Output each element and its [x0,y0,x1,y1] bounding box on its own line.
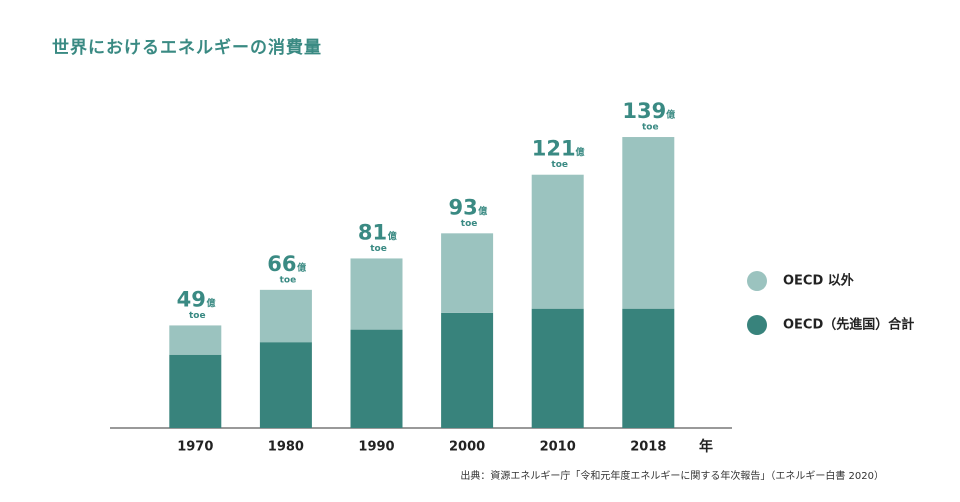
bar-segment [350,258,403,330]
bar-segment [169,325,222,355]
bar-segment [259,342,312,428]
x-tick-label: 2000 [449,440,485,455]
chart-title: 世界におけるエネルギーの消費量 [52,37,322,58]
legend-swatch [747,315,767,335]
legend-label: OECD（先進国）合計 [783,317,914,333]
total-label: 139 [622,99,666,123]
unit-sub-label: toe [642,123,659,133]
unit-sub-label: toe [189,311,206,321]
bar-segment [259,289,312,343]
source: 出典：資源エネルギー庁「令和元年度エネルギーに関する年次報告」（エネルギー白書 … [460,469,884,482]
bar-segment [622,137,675,309]
total-label: 81 [358,220,387,244]
total-label: 121 [532,137,576,161]
bar-segment [441,312,494,428]
bar-segment [169,354,222,428]
x-tick-label: 1980 [268,440,304,455]
legend-label: OECD 以外 [783,273,854,289]
x-tick-label: 1970 [177,440,213,455]
bar-segment [441,233,494,313]
unit-label: 億 [297,261,306,273]
x-tick-label: 1990 [358,440,394,455]
unit-label: 億 [388,230,397,242]
total-label: 49 [177,287,206,311]
x-tick-label: 2018 [630,440,666,455]
total-label: 93 [448,195,477,219]
bar-segment [531,308,584,428]
bar-segment [531,174,584,309]
unit-sub-label: toe [280,275,297,285]
unit-label: 億 [576,146,585,158]
bar-segment [622,308,675,428]
bar-segment [350,329,403,428]
unit-sub-label: toe [551,160,568,170]
unit-label: 億 [207,297,216,309]
unit-label: 億 [666,109,675,121]
x-axis-label: 年 [699,438,713,455]
x-tick-label: 2010 [540,440,576,455]
unit-sub-label: toe [461,219,478,229]
unit-label: 億 [478,205,487,217]
total-label: 66 [267,252,296,276]
legend-swatch [747,271,767,291]
unit-sub-label: toe [370,244,387,254]
